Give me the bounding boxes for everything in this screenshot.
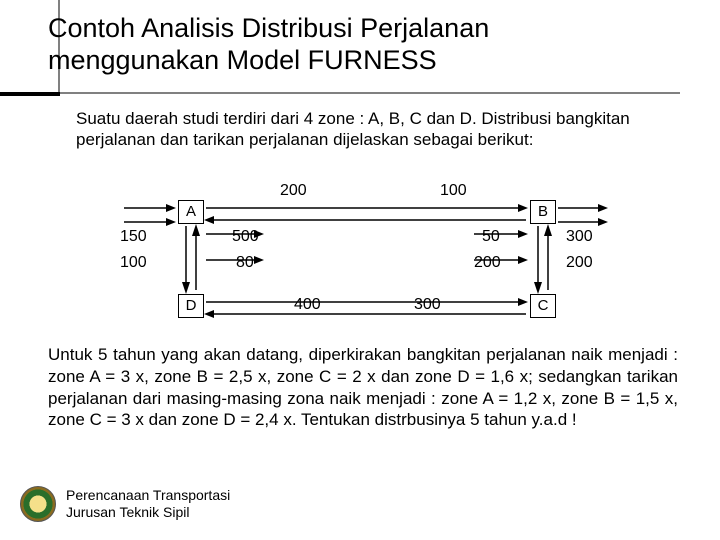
arrow-a-in-left-1	[122, 202, 176, 214]
footer: Perencanaan Transportasi Jurusan Teknik …	[20, 486, 230, 522]
intro-text: Suatu daerah studi terdiri dari 4 zone :…	[76, 108, 666, 151]
arrow-a-out-2	[204, 254, 264, 266]
university-logo-icon	[20, 486, 56, 522]
arrow-b-out-1	[556, 202, 608, 214]
zone-d-box: D	[178, 294, 204, 318]
arrow-a-to-d	[180, 224, 200, 294]
label-a-500: 500	[232, 228, 259, 246]
zone-c-box: C	[530, 294, 556, 318]
zone-a-box: A	[178, 200, 204, 224]
label-a-100: 100	[120, 254, 147, 272]
arrow-b-to-c	[532, 224, 552, 294]
decor-rule-horizontal	[60, 92, 680, 94]
label-b-200r: 200	[566, 254, 593, 272]
footer-line1: Perencanaan Transportasi	[66, 487, 230, 504]
label-b-300: 300	[566, 228, 593, 246]
label-b-50: 50	[482, 228, 500, 246]
footer-line2: Jurusan Teknik Sipil	[66, 504, 230, 521]
arrow-d-to-c	[204, 294, 528, 320]
label-ab-100: 100	[440, 182, 467, 200]
title-container: Contoh Analisis Distribusi Perjalanan me…	[48, 12, 658, 77]
label-b-200l: 200	[474, 254, 501, 272]
label-a-80: 80	[236, 254, 254, 272]
label-dc-400: 400	[294, 296, 321, 314]
zone-b-box: B	[530, 200, 556, 224]
footer-text: Perencanaan Transportasi Jurusan Teknik …	[66, 487, 230, 521]
outro-text: Untuk 5 tahun yang akan datang, diperkir…	[48, 344, 678, 431]
arrow-a-to-b	[204, 200, 528, 226]
arrow-b-in-1	[472, 228, 528, 240]
flow-diagram: A B D C 200 100 150 100 500 80	[120, 182, 600, 332]
label-a-150: 150	[120, 228, 147, 246]
arrow-b-out-2	[556, 216, 608, 228]
decor-rule-horizontal-thick	[0, 92, 60, 96]
label-ab-200: 200	[280, 182, 307, 200]
arrow-a-in-left-2	[122, 216, 176, 228]
slide: Contoh Analisis Distribusi Perjalanan me…	[0, 0, 720, 540]
page-title: Contoh Analisis Distribusi Perjalanan me…	[48, 12, 658, 77]
label-dc-300: 300	[414, 296, 441, 314]
